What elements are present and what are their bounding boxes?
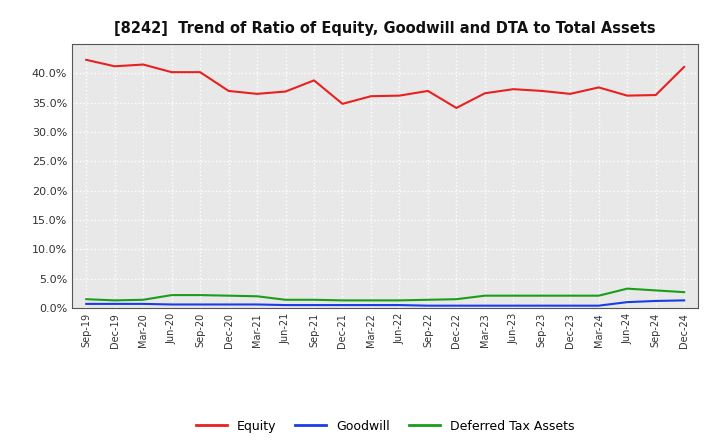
Deferred Tax Assets bbox=[595, 293, 603, 298]
Goodwill bbox=[509, 303, 518, 308]
Deferred Tax Assets bbox=[452, 297, 461, 302]
Deferred Tax Assets bbox=[310, 297, 318, 302]
Goodwill bbox=[338, 302, 347, 308]
Equity bbox=[282, 89, 290, 94]
Deferred Tax Assets bbox=[366, 298, 375, 303]
Equity bbox=[338, 101, 347, 106]
Goodwill bbox=[366, 302, 375, 308]
Deferred Tax Assets bbox=[395, 298, 404, 303]
Goodwill bbox=[595, 303, 603, 308]
Goodwill bbox=[225, 302, 233, 307]
Deferred Tax Assets bbox=[225, 293, 233, 298]
Line: Deferred Tax Assets: Deferred Tax Assets bbox=[86, 289, 684, 301]
Equity bbox=[566, 91, 575, 96]
Deferred Tax Assets bbox=[253, 293, 261, 299]
Deferred Tax Assets bbox=[566, 293, 575, 298]
Goodwill bbox=[310, 302, 318, 308]
Legend: Equity, Goodwill, Deferred Tax Assets: Equity, Goodwill, Deferred Tax Assets bbox=[191, 414, 580, 437]
Equity bbox=[366, 94, 375, 99]
Goodwill bbox=[196, 302, 204, 307]
Goodwill bbox=[110, 301, 119, 307]
Line: Goodwill: Goodwill bbox=[86, 301, 684, 306]
Deferred Tax Assets bbox=[338, 298, 347, 303]
Goodwill bbox=[452, 303, 461, 308]
Equity bbox=[680, 64, 688, 70]
Goodwill bbox=[167, 302, 176, 307]
Deferred Tax Assets bbox=[537, 293, 546, 298]
Deferred Tax Assets bbox=[680, 290, 688, 295]
Goodwill bbox=[139, 301, 148, 307]
Equity bbox=[595, 85, 603, 90]
Deferred Tax Assets bbox=[423, 297, 432, 302]
Deferred Tax Assets bbox=[110, 298, 119, 303]
Goodwill bbox=[82, 301, 91, 307]
Title: [8242]  Trend of Ratio of Equity, Goodwill and DTA to Total Assets: [8242] Trend of Ratio of Equity, Goodwil… bbox=[114, 21, 656, 36]
Goodwill bbox=[253, 302, 261, 307]
Goodwill bbox=[680, 298, 688, 303]
Deferred Tax Assets bbox=[509, 293, 518, 298]
Equity bbox=[623, 93, 631, 98]
Deferred Tax Assets bbox=[282, 297, 290, 302]
Equity bbox=[196, 70, 204, 75]
Deferred Tax Assets bbox=[139, 297, 148, 302]
Goodwill bbox=[537, 303, 546, 308]
Goodwill bbox=[282, 302, 290, 308]
Equity bbox=[225, 88, 233, 94]
Equity bbox=[167, 70, 176, 75]
Goodwill bbox=[395, 302, 404, 308]
Equity bbox=[652, 92, 660, 98]
Goodwill bbox=[566, 303, 575, 308]
Deferred Tax Assets bbox=[196, 293, 204, 298]
Deferred Tax Assets bbox=[623, 286, 631, 291]
Equity bbox=[537, 88, 546, 94]
Equity bbox=[509, 87, 518, 92]
Equity bbox=[253, 91, 261, 96]
Equity bbox=[82, 57, 91, 62]
Equity bbox=[139, 62, 148, 67]
Goodwill bbox=[652, 298, 660, 304]
Goodwill bbox=[480, 303, 489, 308]
Equity bbox=[395, 93, 404, 98]
Deferred Tax Assets bbox=[82, 297, 91, 302]
Deferred Tax Assets bbox=[167, 293, 176, 298]
Equity bbox=[110, 64, 119, 69]
Goodwill bbox=[623, 300, 631, 305]
Equity bbox=[452, 105, 461, 110]
Deferred Tax Assets bbox=[480, 293, 489, 298]
Deferred Tax Assets bbox=[652, 288, 660, 293]
Equity bbox=[480, 91, 489, 96]
Equity bbox=[310, 78, 318, 83]
Equity bbox=[423, 88, 432, 94]
Line: Equity: Equity bbox=[86, 60, 684, 108]
Goodwill bbox=[423, 303, 432, 308]
